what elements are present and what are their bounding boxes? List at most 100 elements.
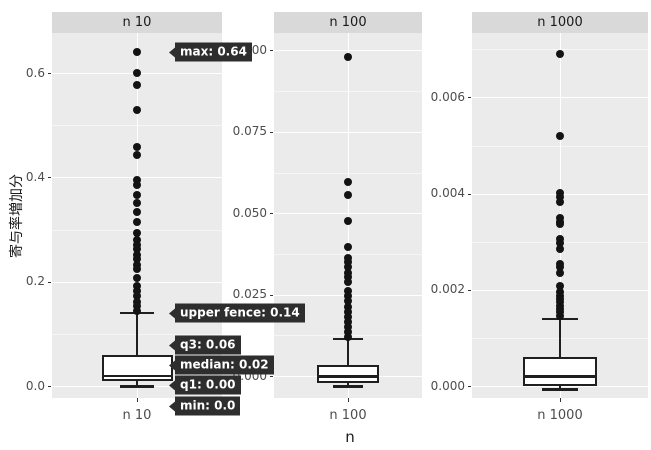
outlier-point: [133, 240, 141, 249]
outlier-point: [344, 333, 352, 342]
outlier-point: [344, 328, 352, 337]
outlier-point: [344, 268, 352, 277]
y-tick-mark: [468, 386, 471, 387]
outlier-point: [133, 105, 141, 114]
y-tick-label: 0.6: [25, 65, 45, 80]
outlier-point: [133, 207, 141, 216]
x-tick-mark: [348, 398, 349, 402]
outlier-point: [556, 50, 564, 59]
lower-fence-cap: [333, 384, 363, 388]
outlier-point: [133, 69, 141, 78]
median-line: [523, 375, 597, 378]
outlier-point: [133, 255, 141, 264]
outlier-point: [556, 282, 564, 291]
x-tick-label: n 1000: [537, 408, 583, 423]
outlier-point: [344, 292, 352, 301]
outlier-point: [344, 177, 352, 186]
facet-strip-label: n 10: [122, 15, 152, 30]
y-tick-mark: [468, 97, 471, 99]
annotation-tooltip-q1: q1: 0.00: [169, 375, 241, 395]
outlier-point: [344, 242, 352, 251]
y-tick-label: 0.025: [232, 287, 267, 302]
gridline-vertical: [348, 33, 349, 398]
y-tick-mark: [48, 386, 51, 387]
y-tick-label: 0.050: [232, 205, 267, 220]
outlier-point: [556, 245, 564, 254]
outlier-point: [556, 238, 564, 247]
x-tick-mark: [137, 398, 138, 402]
outlier-point: [344, 308, 352, 317]
y-tick-mark: [270, 131, 273, 133]
outlier-point: [133, 228, 141, 237]
outlier-point: [133, 287, 141, 296]
outlier-point: [344, 258, 352, 267]
facet-strip-label: n 100: [329, 15, 367, 30]
outlier-point: [133, 48, 141, 57]
outlier-point: [133, 292, 141, 301]
y-tick-mark: [270, 213, 273, 215]
outlier-point: [133, 302, 141, 311]
annotation-tooltip-q3: q3: 0.06: [169, 335, 241, 355]
y-tick-label: 0.2: [25, 274, 45, 289]
outlier-point: [344, 52, 352, 61]
annotation-tooltip-upper-fence: upper fence: 0.14: [169, 303, 305, 323]
iqr-box: [523, 357, 597, 386]
annotation-tooltip-median: median: 0.02: [169, 355, 274, 375]
x-tick-mark: [560, 398, 561, 402]
outlier-point: [133, 273, 141, 282]
y-tick-label: 0.075: [232, 124, 267, 139]
outlier-point: [133, 217, 141, 226]
median-line: [317, 375, 379, 378]
y-tick-mark: [48, 73, 51, 75]
outlier-point: [344, 313, 352, 322]
outlier-point: [133, 245, 141, 254]
outlier-point: [556, 197, 564, 206]
outlier-point: [344, 190, 352, 199]
y-tick-label: 0.004: [430, 186, 465, 201]
facet-panel-1: [274, 33, 422, 398]
outlier-point: [344, 287, 352, 296]
x-axis-title: n: [345, 428, 355, 446]
upper-whisker: [347, 339, 349, 365]
iqr-box: [317, 364, 379, 384]
facet-strip-1: n 100: [274, 12, 422, 33]
y-tick-label: 0.4: [25, 169, 45, 184]
y-tick-label: 0.000: [430, 378, 465, 393]
y-tick-mark: [468, 193, 471, 195]
upper-whisker: [559, 319, 561, 358]
annotation-tooltip-min: min: 0.0: [168, 396, 241, 416]
outlier-point: [133, 265, 141, 274]
y-tick-mark: [270, 376, 273, 378]
outlier-point: [133, 235, 141, 244]
lower-whisker: [559, 386, 561, 390]
y-tick-label: 0.002: [430, 282, 465, 297]
outlier-point: [133, 282, 141, 291]
outlier-point: [344, 323, 352, 332]
outlier-point: [556, 188, 564, 197]
y-tick-mark: [468, 289, 471, 291]
lower-fence-cap: [542, 388, 578, 392]
outlier-point: [133, 198, 141, 207]
facet-strip-label: n 1000: [537, 15, 583, 30]
outlier-point: [556, 263, 564, 272]
x-tick-label: n 100: [329, 408, 367, 423]
lower-whisker: [136, 380, 138, 386]
upper-whisker: [136, 313, 138, 355]
y-tick-label: 0.006: [430, 89, 465, 104]
y-tick-mark: [48, 281, 51, 283]
y-axis-title: 寄与率増加分: [9, 174, 25, 258]
outlier-point: [344, 303, 352, 312]
y-tick-label: 0.0: [25, 378, 45, 393]
outlier-point: [344, 297, 352, 306]
facet-strip-2: n 1000: [472, 12, 648, 33]
annotation-tooltip-max: max: 0.64: [169, 42, 252, 62]
outlier-point: [344, 273, 352, 282]
outlier-point: [344, 253, 352, 262]
y-tick-mark: [270, 294, 273, 296]
outlier-point: [556, 193, 564, 201]
outlier-point: [556, 220, 564, 229]
outlier-point: [133, 250, 141, 259]
outlier-point: [556, 131, 564, 140]
y-tick-mark: [48, 177, 51, 179]
